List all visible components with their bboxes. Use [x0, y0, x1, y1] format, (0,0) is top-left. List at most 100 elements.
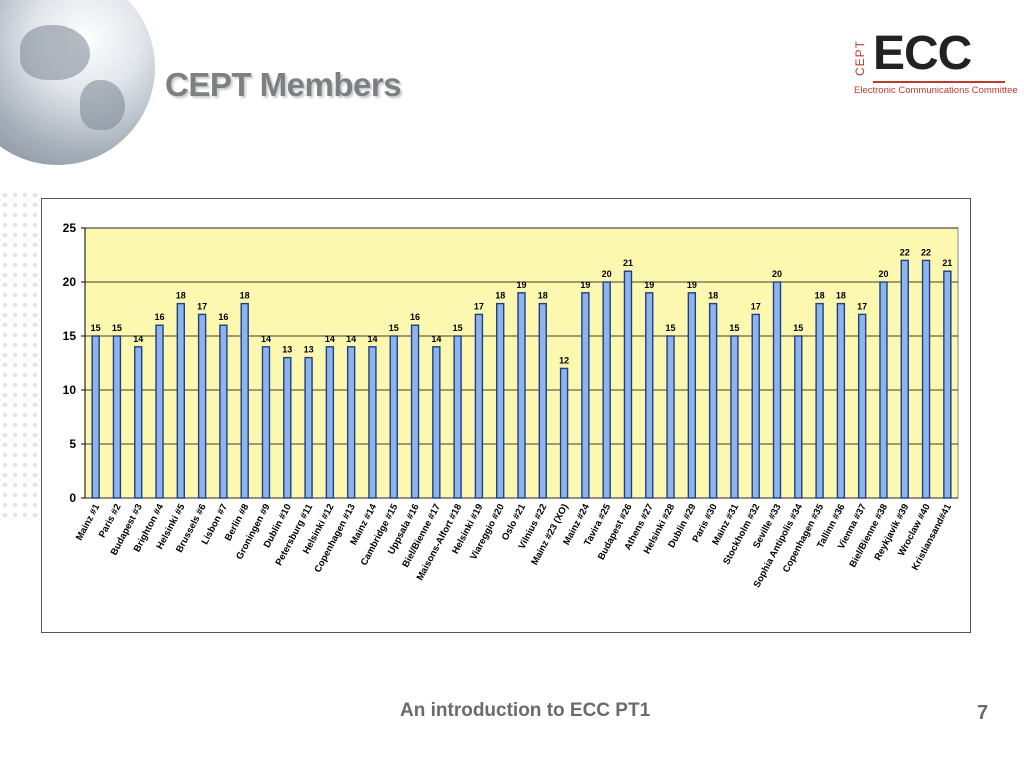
bar: [772, 281, 782, 499]
chart-frame: 0 5 10 15 20 25 15 Mainz #1 15 Paris #2 14 Budapest…: [41, 198, 971, 633]
data-label: 14: [367, 334, 377, 344]
data-label: 13: [282, 345, 292, 355]
bar: [389, 335, 398, 499]
data-label: 18: [538, 291, 548, 301]
data-label: 18: [240, 291, 250, 301]
bar: [815, 302, 824, 499]
y-tick-label: 5: [69, 437, 76, 451]
bar: [879, 281, 888, 499]
data-label: 16: [155, 312, 165, 322]
bar: [155, 324, 164, 499]
bar: [602, 281, 611, 499]
bar: [517, 292, 526, 499]
bar: [325, 346, 335, 499]
globe-decoration: [0, 0, 155, 165]
data-label: 16: [410, 312, 420, 322]
dot-pattern-decoration: [0, 190, 40, 520]
bar: [283, 356, 292, 499]
data-label: 17: [197, 301, 207, 311]
bar: [538, 302, 547, 499]
page-number: 7: [977, 702, 989, 724]
data-label: 15: [453, 323, 463, 333]
data-label: 15: [91, 323, 101, 333]
logo-cept-text: CEPT: [853, 39, 867, 76]
bar: [921, 259, 931, 499]
bar: [219, 324, 228, 499]
globe-continent-shape: [20, 25, 90, 80]
bar: [857, 313, 867, 499]
data-label: 21: [623, 258, 633, 268]
bar: [112, 335, 122, 499]
y-tick-label: 25: [63, 221, 77, 235]
data-label: 17: [474, 301, 484, 311]
data-label: 19: [644, 280, 654, 290]
data-label: 20: [772, 269, 782, 279]
bar: [410, 324, 420, 499]
y-tick-label: 15: [63, 329, 77, 343]
bar: [134, 346, 143, 499]
bar: [581, 292, 590, 499]
data-label: 19: [687, 280, 697, 290]
data-label: 20: [602, 269, 612, 279]
bar: [368, 346, 377, 499]
data-label: 14: [431, 334, 441, 344]
data-label: 15: [389, 323, 399, 333]
bar: [751, 313, 760, 499]
bar: [304, 356, 313, 499]
bar: [730, 335, 739, 499]
bar: [496, 302, 505, 499]
bar: [623, 270, 633, 499]
data-label: 18: [176, 291, 186, 301]
bar: [836, 302, 846, 499]
bar: [708, 302, 718, 499]
data-label: 19: [516, 280, 526, 290]
bar: [474, 313, 484, 499]
data-label: 22: [900, 247, 910, 257]
data-label: 14: [346, 334, 356, 344]
data-label: 15: [666, 323, 676, 333]
data-label: 18: [495, 291, 505, 301]
data-label: 15: [793, 323, 803, 333]
bar: [453, 335, 462, 499]
data-label: 16: [218, 312, 228, 322]
data-label: 21: [942, 258, 952, 268]
data-label: 19: [580, 280, 590, 290]
slide-title: CEPT Members: [165, 66, 402, 103]
bar: [240, 302, 249, 499]
bar: [197, 313, 207, 499]
bar: [91, 335, 100, 499]
logo-ecc-text: ECC: [873, 27, 972, 80]
data-label: 17: [857, 301, 867, 311]
ecc-logo: CEPT ECC Electronic Communications Commi…: [853, 27, 1018, 98]
bar: [559, 367, 569, 499]
logo-subtitle: Electronic Communications Committee: [854, 85, 1018, 96]
data-label: 13: [304, 345, 314, 355]
globe-continent-shape: [80, 80, 125, 130]
data-label: 12: [559, 355, 569, 365]
data-label: 14: [133, 334, 143, 344]
bar: [261, 346, 271, 499]
data-label: 15: [729, 323, 739, 333]
data-label: 22: [921, 247, 931, 257]
bar: [900, 259, 909, 499]
bar: [432, 346, 441, 499]
y-tick-label: 10: [63, 383, 77, 397]
bar: [666, 335, 675, 499]
data-label: 14: [261, 334, 271, 344]
bar: [176, 302, 186, 499]
y-tick-label: 20: [63, 275, 77, 289]
data-label: 20: [878, 269, 888, 279]
bar: [346, 346, 356, 499]
logo-underline: [873, 81, 1005, 83]
data-label: 18: [815, 291, 825, 301]
data-label: 18: [708, 291, 718, 301]
y-tick-label: 0: [69, 491, 76, 505]
footer-text: An introduction to ECC PT1: [400, 700, 651, 721]
bar: [943, 270, 952, 499]
data-label: 14: [325, 334, 335, 344]
data-label: 17: [751, 301, 761, 311]
bar: [687, 292, 697, 499]
bar: [645, 292, 654, 499]
bar: [794, 335, 803, 499]
